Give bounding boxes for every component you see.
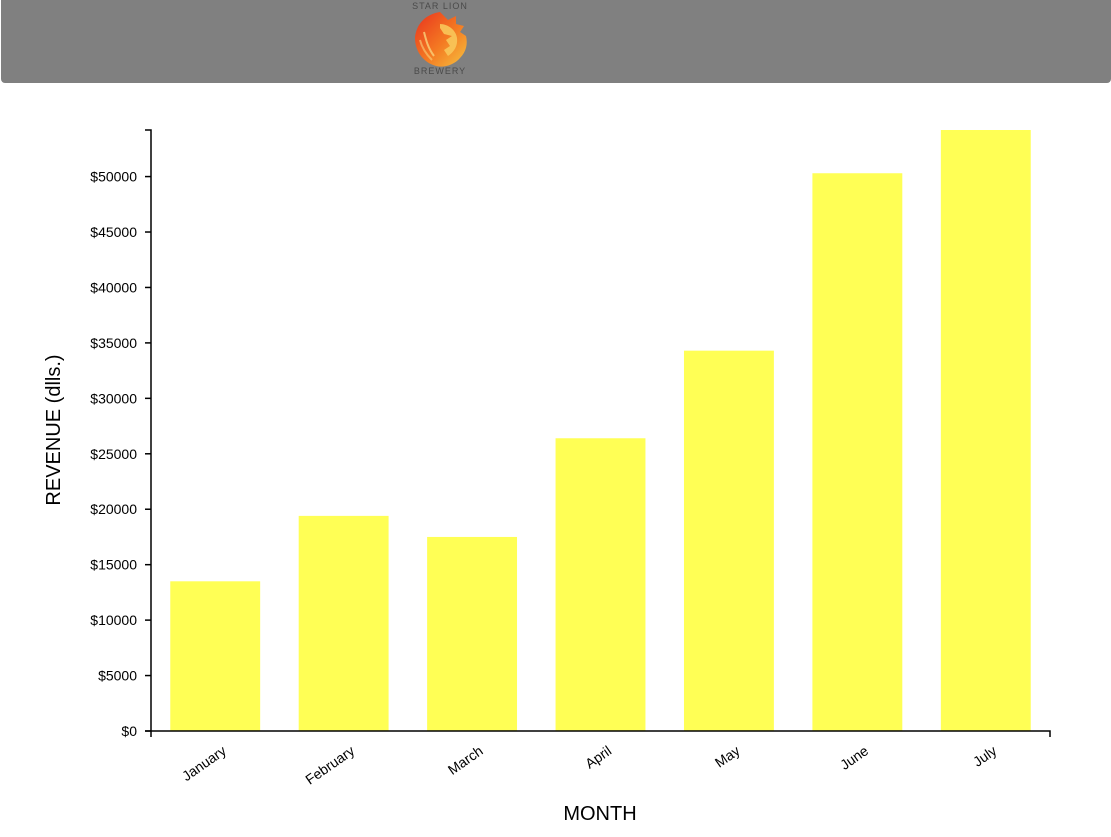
x-tick-label: January (179, 742, 229, 784)
y-tick-label: $25000 (90, 446, 137, 462)
header-bar: STAR LION BREWERY (1, 0, 1111, 83)
lion-head-icon (415, 12, 467, 67)
x-axis: January February March April May June July (150, 730, 1051, 788)
bar-april[interactable] (555, 438, 646, 731)
x-tick-label: July (970, 742, 1000, 769)
bar-february[interactable] (298, 515, 389, 731)
x-tick-label: June (837, 742, 871, 773)
y-tick-label: $30000 (90, 390, 137, 406)
y-tick-label: $0 (121, 723, 137, 739)
bar-march[interactable] (427, 536, 518, 731)
y-tick-label: $40000 (90, 279, 137, 295)
y-axis-title: REVENUE (dlls.) (43, 354, 65, 505)
y-tick-label: $20000 (90, 501, 137, 517)
x-axis-line (150, 730, 1051, 737)
y-tick-label: $35000 (90, 335, 137, 351)
y-tick-label: $5000 (98, 668, 137, 684)
x-axis-title: MONTH (563, 803, 636, 825)
y-axis-line (145, 129, 152, 732)
y-tick-label: $50000 (90, 169, 137, 185)
brand-logo[interactable]: STAR LION BREWERY (404, 0, 476, 80)
y-tick-label: $45000 (90, 224, 137, 240)
bars-group (170, 130, 1031, 732)
bar-july[interactable] (940, 130, 1031, 731)
y-tick-label: $10000 (90, 612, 137, 628)
bar-may[interactable] (683, 350, 774, 731)
x-tick-label: April (582, 742, 614, 771)
x-tick-label: February (302, 742, 357, 787)
y-axis: $0 $5000 $10000 $15000 $20000 $25000 $30000 $35… (90, 129, 152, 739)
x-tick-label: March (445, 742, 486, 777)
y-tick-label: $15000 (90, 557, 137, 573)
bar-june[interactable] (812, 173, 903, 732)
brand-name-bottom: BREWERY (413, 66, 467, 76)
brand-name-top: STAR LION (412, 1, 468, 11)
x-tick-label: May (712, 742, 743, 770)
bar-january[interactable] (170, 581, 261, 731)
